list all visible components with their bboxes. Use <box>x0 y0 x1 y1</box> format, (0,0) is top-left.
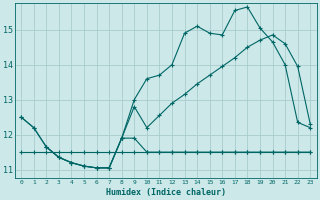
X-axis label: Humidex (Indice chaleur): Humidex (Indice chaleur) <box>106 188 226 197</box>
